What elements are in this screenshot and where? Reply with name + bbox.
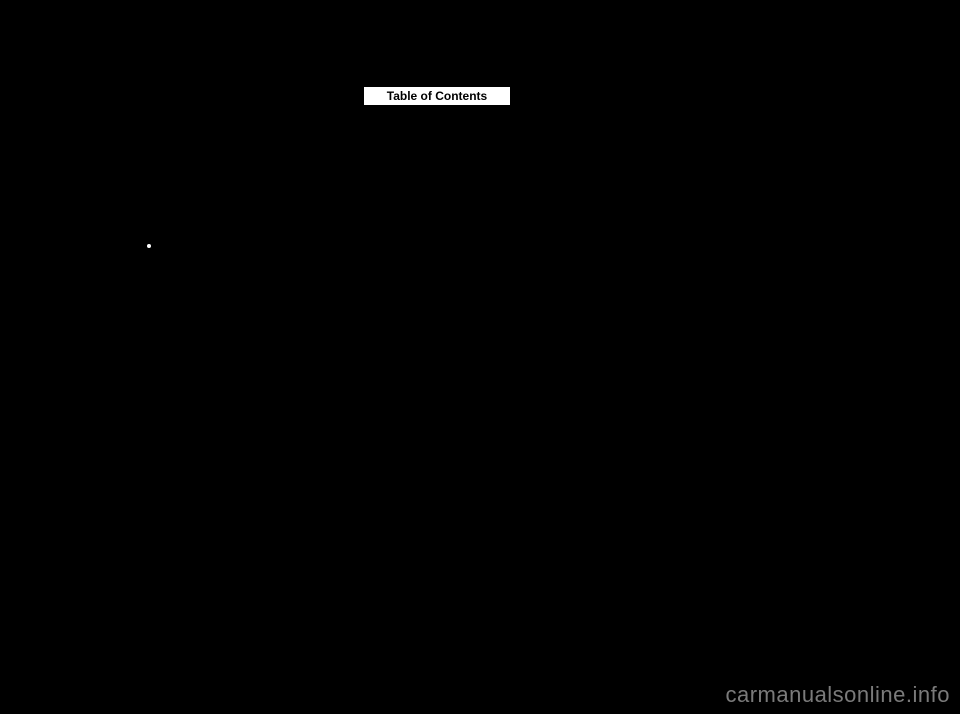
toc-label: Table of Contents [362,85,512,107]
watermark-text: carmanualsonline.info [725,682,950,708]
bullet-marker [147,244,151,248]
